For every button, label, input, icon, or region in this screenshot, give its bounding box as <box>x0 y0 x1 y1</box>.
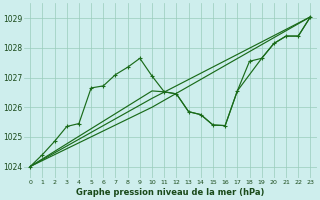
X-axis label: Graphe pression niveau de la mer (hPa): Graphe pression niveau de la mer (hPa) <box>76 188 265 197</box>
